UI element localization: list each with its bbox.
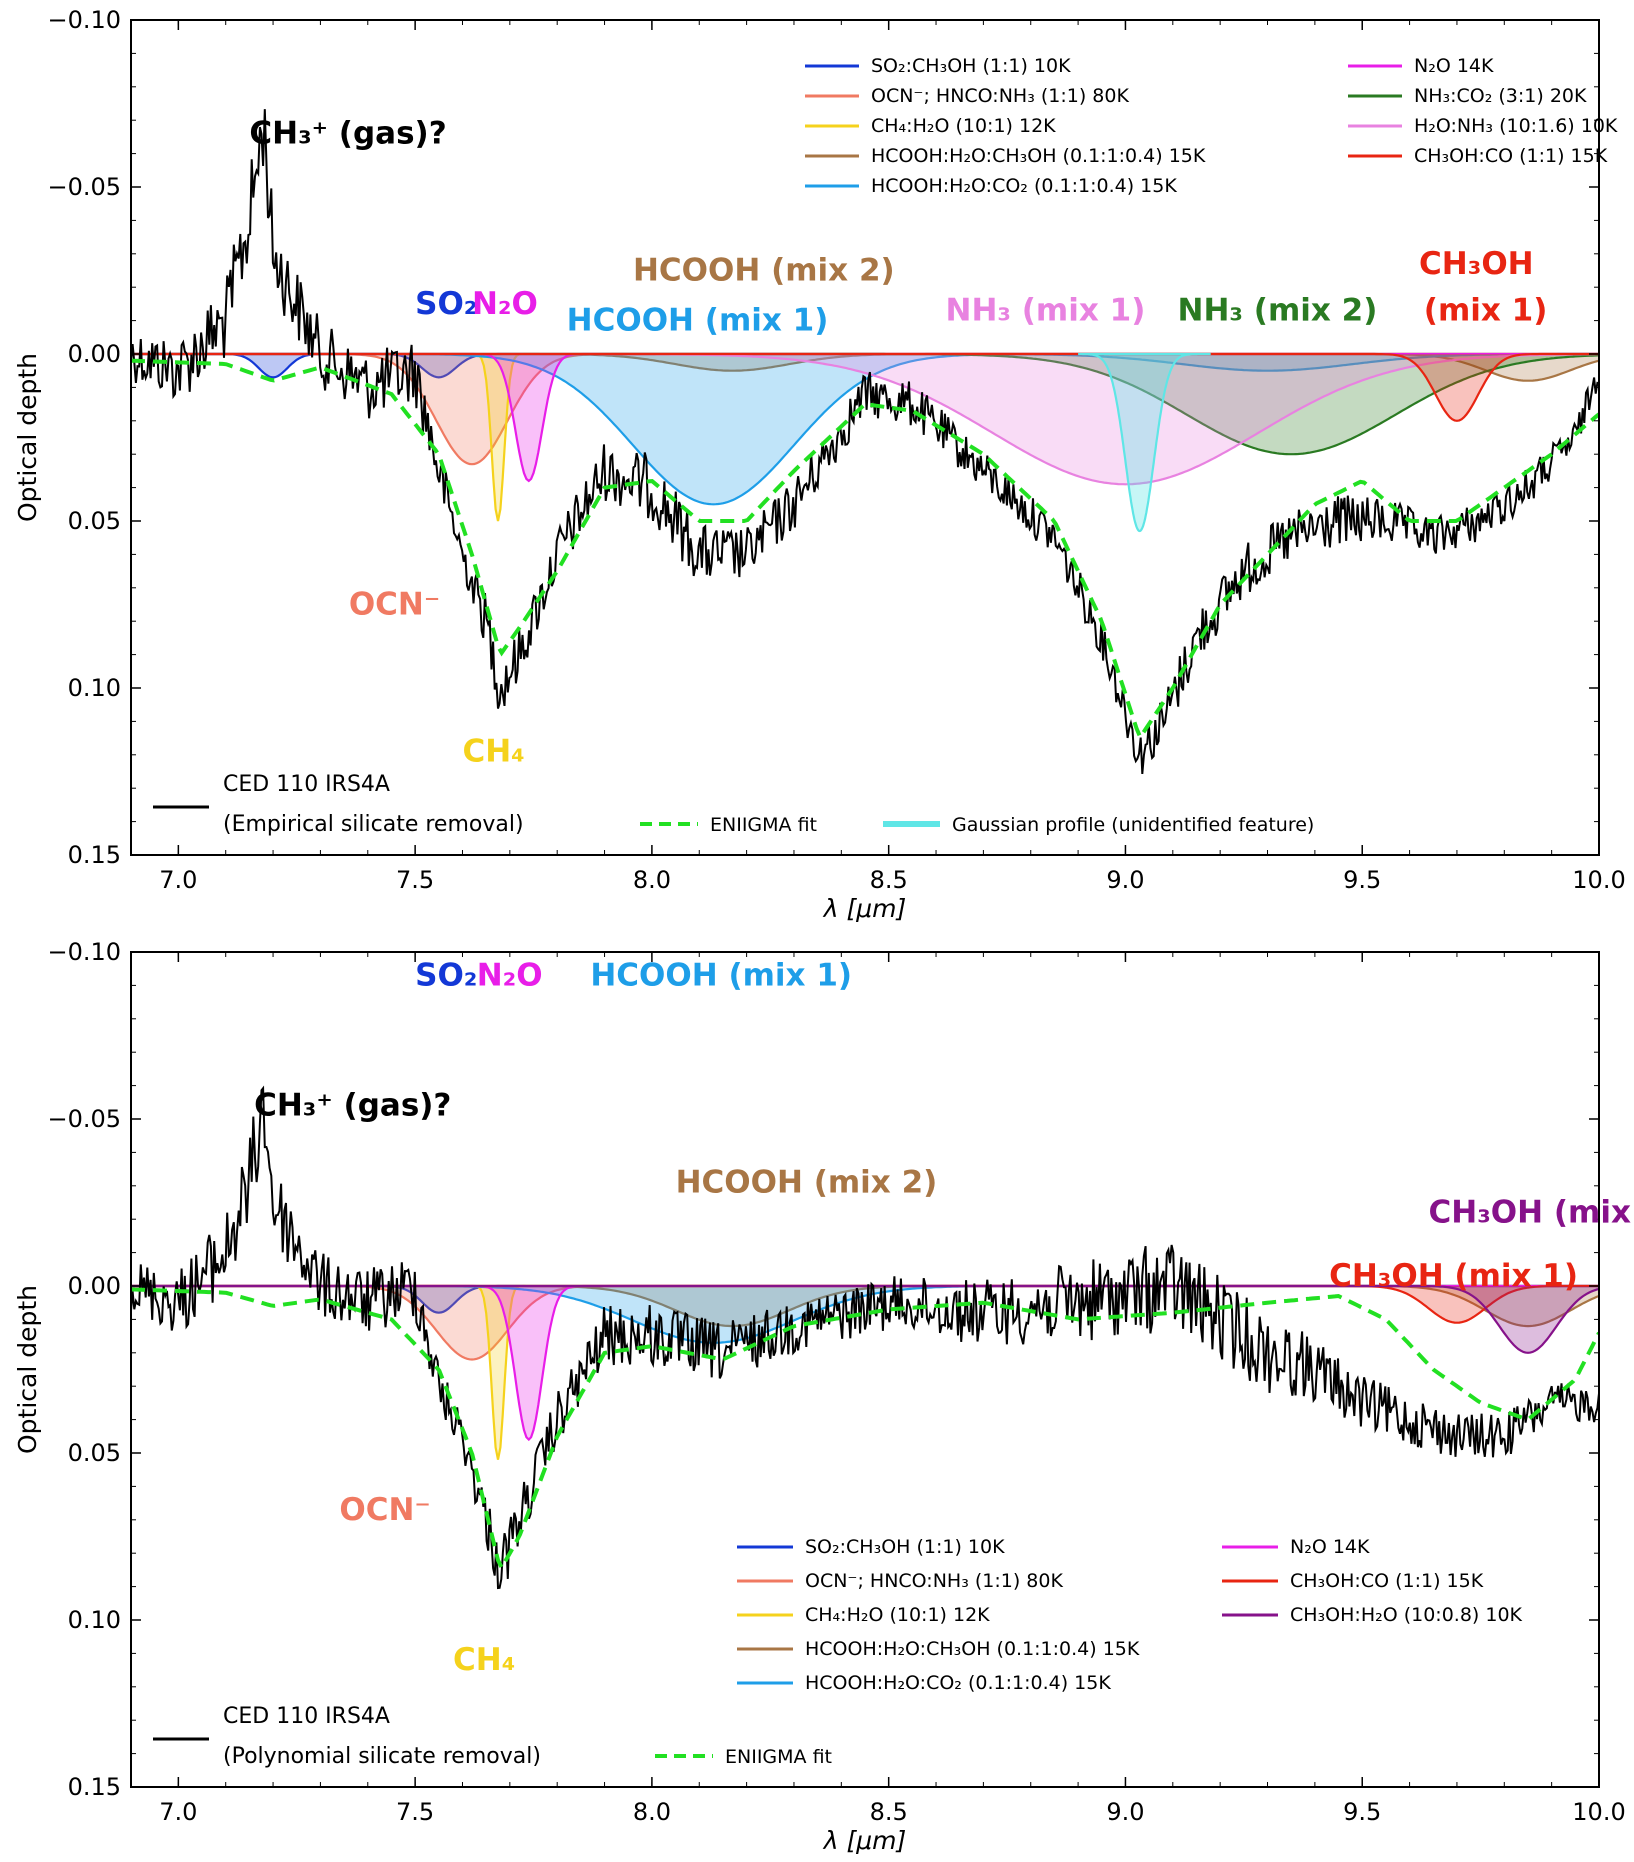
x-tick-label: 7.5 — [396, 866, 434, 894]
annotation-label: CH₃⁺ (gas)? — [254, 1088, 451, 1124]
y-tick-label: 0.10 — [68, 674, 121, 702]
annotation-label: SO₂ — [415, 957, 477, 993]
annotation-label: CH₃OH — [1419, 246, 1534, 282]
legend-label-n2o: N₂O 14K — [1290, 1536, 1370, 1558]
plot-area — [131, 109, 1599, 774]
x-tick-label: 7.0 — [159, 866, 197, 894]
legend-label-observed-1: CED 110 IRS4A — [223, 1704, 390, 1729]
x-axis-label: λ [μm] — [822, 1826, 907, 1855]
x-tick-label: 7.5 — [396, 1798, 434, 1826]
x-tick-label: 8.5 — [870, 866, 908, 894]
top-panel: 7.0 7.5 8.0 8.5 9.0 9.5 10.0 −0.10 −0.05 0.00 0.05… — [13, 6, 1626, 923]
y-tick-label: 0.00 — [68, 340, 121, 368]
legend-label-hcooh2: HCOOH:H₂O:CH₃OH (0.1:1:0.4) 15K — [871, 145, 1206, 167]
component-area-ch4 — [131, 354, 1599, 521]
component-area-hcooh2 — [131, 1286, 1599, 1327]
legend-label-hcooh1: HCOOH:H₂O:CO₂ (0.1:1:0.4) 15K — [871, 175, 1177, 197]
annotation-label: CH₃⁺ (gas)? — [249, 116, 446, 152]
legend-label-ocn: OCN⁻; HNCO:NH₃ (1:1) 80K — [871, 85, 1129, 107]
legend-label-ch4: CH₄:H₂O (10:1) 12K — [805, 1604, 990, 1626]
legend-label-so2: SO₂:CH₃OH (1:1) 10K — [805, 1536, 1005, 1558]
annotation-label: HCOOH (mix 1) — [567, 303, 829, 339]
annotation-label: CH₄ — [462, 733, 524, 769]
annotation-label: OCN⁻ — [339, 1492, 430, 1528]
legend-label-nh3co2: NH₃:CO₂ (3:1) 20K — [1414, 85, 1587, 107]
legend-label-ch4: CH₄:H₂O (10:1) 12K — [871, 115, 1056, 137]
component-area-h2onh3 — [131, 354, 1599, 485]
legend-label-h2onh3: H₂O:NH₃ (10:1.6) 10K — [1414, 115, 1618, 137]
annotation-label: N₂O — [472, 286, 538, 322]
legend-label-observed-1: CED 110 IRS4A — [223, 772, 390, 797]
legend-label-observed-2: (Polynomial silicate removal) — [223, 1744, 541, 1769]
annotation-label: HCOOH (mix 1) — [590, 957, 852, 993]
annotation-label: (mix 1) — [1424, 293, 1548, 329]
component-area-ch4 — [131, 1286, 1599, 1460]
y-tick-label: −0.05 — [47, 173, 121, 201]
x-tick-label: 8.0 — [633, 1798, 671, 1826]
eniigma-fit — [131, 358, 1599, 742]
x-tick-label: 10.0 — [1572, 866, 1625, 894]
annotation-label: CH₃OH (mix 1) — [1329, 1258, 1578, 1294]
legend-label-ocn: OCN⁻; HNCO:NH₃ (1:1) 80K — [805, 1570, 1063, 1592]
annotation-label: CH₄ — [453, 1642, 515, 1678]
annotation-label: OCN⁻ — [349, 587, 440, 623]
legend-label-so2: SO₂:CH₃OH (1:1) 10K — [871, 55, 1071, 77]
annotation-label: N₂O — [477, 957, 543, 993]
y-axis-label: Optical depth — [13, 353, 42, 522]
x-tick-label: 10.0 — [1572, 1798, 1625, 1826]
component-area-ch3ohco — [131, 1286, 1599, 1323]
annotation-label: HCOOH (mix 2) — [633, 253, 895, 289]
x-tick-label: 8.0 — [633, 866, 671, 894]
legend-label-gaussian: Gaussian profile (unidentified feature) — [952, 814, 1314, 836]
y-tick-label: −0.05 — [47, 1105, 121, 1133]
annotation-label: NH₃ (mix 1) — [946, 293, 1146, 329]
annotation-label: SO₂ — [415, 286, 477, 322]
legend-label-fit: ENIIGMA fit — [710, 814, 817, 836]
eniigma-fit — [131, 1287, 1599, 1572]
annotation-label: CH₃OH (mix 2) — [1429, 1195, 1634, 1231]
y-tick-label: −0.10 — [47, 6, 121, 34]
component-area-ch3ohco — [131, 354, 1599, 421]
legend-label-observed-2: (Empirical silicate removal) — [223, 812, 524, 837]
x-tick-label: 9.0 — [1106, 866, 1144, 894]
x-tick-label: 7.0 — [159, 1798, 197, 1826]
y-tick-label: 0.05 — [68, 1439, 121, 1467]
axes-frame — [130, 19, 1600, 856]
legend-label-ch3ohh2o: CH₃OH:H₂O (10:0.8) 10K — [1290, 1604, 1523, 1626]
x-axis-label: λ [μm] — [822, 894, 907, 923]
component-area-nh3co2 — [131, 354, 1599, 455]
y-tick-label: 0.10 — [68, 1606, 121, 1634]
legend-label-ch3ohco: CH₃OH:CO (1:1) 15K — [1414, 145, 1608, 167]
legend-label-ch3ohco: CH₃OH:CO (1:1) 15K — [1290, 1570, 1484, 1592]
y-tick-label: −0.10 — [47, 938, 121, 966]
y-tick-label: 0.15 — [68, 1773, 121, 1801]
annotation-label: HCOOH (mix 2) — [676, 1164, 938, 1200]
component-line-ch3ohco — [131, 352, 1599, 422]
observed-spectrum — [131, 1085, 1599, 1590]
y-tick-label: 0.05 — [68, 507, 121, 535]
axes-frame — [130, 951, 1600, 1788]
y-axis-label: Optical depth — [13, 1285, 42, 1454]
annotation-label: NH₃ (mix 2) — [1178, 293, 1378, 329]
legend-label-n2o: N₂O 14K — [1414, 55, 1494, 77]
y-tick-label: 0.00 — [68, 1272, 121, 1300]
component-area-so2 — [131, 1286, 1599, 1313]
y-tick-label: 0.15 — [68, 841, 121, 869]
component-line-ch4 — [131, 1284, 1599, 1460]
legend-label-hcooh1: HCOOH:H₂O:CO₂ (0.1:1:0.4) 15K — [805, 1672, 1111, 1694]
x-tick-label: 9.0 — [1106, 1798, 1144, 1826]
bottom-panel: 7.0 7.5 8.0 8.5 9.0 9.5 10.0 −0.10 −0.05 0.00 0.05… — [13, 938, 1634, 1855]
x-tick-label: 9.5 — [1343, 1798, 1381, 1826]
x-tick-label: 9.5 — [1343, 866, 1381, 894]
x-tick-label: 8.5 — [870, 1798, 908, 1826]
gaussian-profile — [1078, 352, 1211, 533]
legend-label-fit: ENIIGMA fit — [725, 1746, 832, 1768]
legend-label-hcooh2: HCOOH:H₂O:CH₃OH (0.1:1:0.4) 15K — [805, 1638, 1140, 1660]
plot-area — [131, 1085, 1599, 1590]
observed-spectrum — [131, 109, 1599, 774]
